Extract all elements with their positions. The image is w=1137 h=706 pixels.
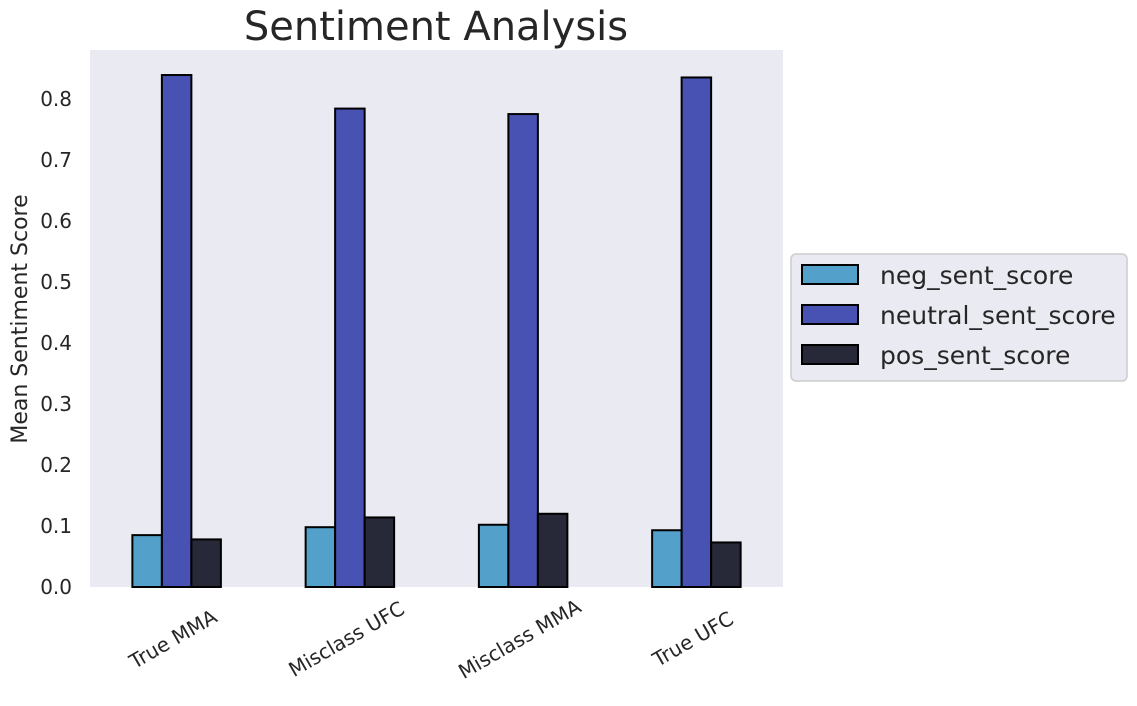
y-tick-label: 0.2 [40,453,72,477]
y-tick-label: 0.3 [40,392,72,416]
legend-frame [790,253,1128,382]
legend-swatch-neg_sent_score [801,264,859,285]
y-tick-label: 0.8 [40,87,72,111]
x-tick-label: True MMA [124,604,221,674]
bar-neutral_sent_score-1 [334,107,366,589]
bar-neutral_sent_score-3 [680,76,713,589]
bar-neg_sent_score-0 [131,534,163,589]
bar-neg_sent_score-2 [477,523,510,589]
y-tick-label: 0.4 [40,331,72,355]
bar-pos_sent_score-0 [190,538,222,589]
y-tick-label: 0.0 [40,575,72,599]
bar-pos_sent_score-2 [536,512,569,589]
bar-group [131,74,742,589]
x-tick-label: Misclass UFC [284,596,408,681]
legend: neg_sent_score neutral_sent_score pos_sent… [790,253,1128,382]
legend-swatch-neutral_sent_score [801,304,859,325]
x-axis-ticks: True MMA Misclass UFC Misclass MMA True UFC [124,594,737,684]
legend-label-neg_sent_score: neg_sent_score [880,261,1073,290]
y-tick-label: 0.7 [40,148,72,172]
bar-pos_sent_score-3 [710,541,742,589]
x-tick-label: Misclass MMA [454,594,585,684]
bar-neutral_sent_score-2 [507,113,539,588]
bar-neutral_sent_score-0 [160,74,193,589]
x-tick-label: True UFC [648,606,738,672]
bar-pos_sent_score-1 [363,516,396,588]
plot-area [90,50,783,587]
y-tick-label: 0.1 [40,514,72,538]
y-tick-label: 0.5 [40,270,72,294]
bar-neg_sent_score-3 [651,529,683,588]
y-tick-label: 0.6 [40,209,72,233]
chart-title: Sentiment Analysis [244,4,628,50]
bar-neg_sent_score-1 [304,526,337,589]
y-axis-label: Mean Sentiment Score [8,194,33,443]
y-axis-ticks: 0.0 0.1 0.2 0.3 0.4 0.5 0.6 0.7 0.8 [40,87,72,599]
legend-swatch-pos_sent_score [801,344,859,365]
legend-label-neutral_sent_score: neutral_sent_score [880,301,1116,330]
legend-label-pos_sent_score: pos_sent_score [880,341,1070,370]
